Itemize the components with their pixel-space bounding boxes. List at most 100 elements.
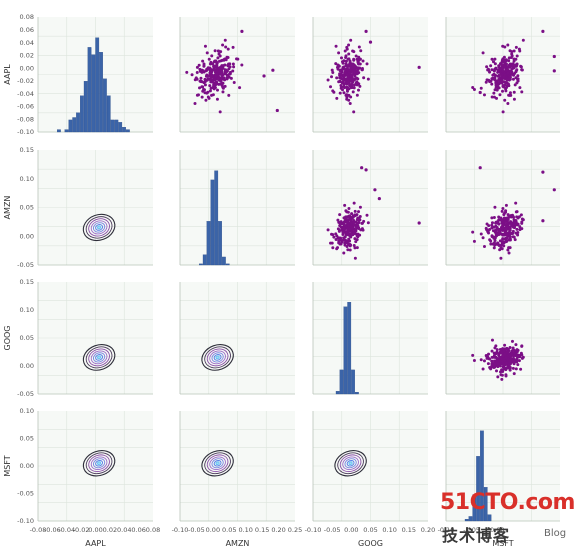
scatter-point [213,86,217,90]
scatter-point [486,68,490,72]
scatter-point [503,352,507,356]
scatter-point [221,86,225,90]
scatter-point [353,246,357,250]
scatter-point [341,80,345,84]
scatter-point [209,86,213,90]
scatter-point [342,251,346,255]
panel-aapl-msft [445,17,560,133]
histogram-bar [351,369,355,395]
y-tick-label: 0.00 [20,64,34,72]
scatter-point [493,239,497,243]
scatter-point [552,54,556,59]
histogram-bar [80,95,84,133]
kde-contour [206,348,229,367]
scatter-point [216,77,220,81]
scatter-point [495,348,499,352]
scatter-point [203,83,207,87]
scatter-point [504,209,508,213]
scatter-point [417,65,421,69]
scatter-point [336,65,340,69]
scatter-point [275,108,279,113]
scatter-point [226,47,230,51]
scatter-point [508,228,512,232]
scatter-point [348,101,352,105]
scatter-point [485,78,489,82]
scatter-point [500,74,504,78]
scatter-point [224,45,228,49]
scatter-point [503,73,507,77]
scatter-point [350,226,354,230]
scatter-point [514,70,518,74]
scatter-point [352,86,356,90]
scatter-point [211,80,215,84]
histogram-bar [91,54,96,133]
x-tick-label: 0.20 [271,526,285,534]
scatter-point [500,58,504,62]
scatter-point [329,85,333,89]
scatter-point [484,353,488,357]
scatter-point [495,356,499,360]
scatter-point [508,69,512,73]
scatter-point [515,358,519,362]
panel-msft-amzn [179,411,295,522]
scatter-point [503,358,507,362]
scatter-point [352,223,356,227]
scatter-point [500,78,504,82]
scatter-point [331,89,335,93]
panel-aapl-amzn [179,17,295,133]
scatter-point [357,217,361,221]
scatter-point [495,88,499,92]
scatter-point [501,89,505,93]
scatter-point [350,69,354,73]
scatter-point [190,73,194,77]
scatter-point [498,80,502,84]
scatter-point [351,90,355,94]
scatter-point [339,72,343,76]
scatter-point [505,78,509,82]
kde-contour [82,450,116,477]
scatter-point [520,90,524,94]
scatter-point [357,210,361,214]
scatter-point [345,73,349,77]
scatter-point [353,77,357,81]
scatter-point [509,93,513,97]
kde-peak [97,461,102,465]
scatter-point [502,80,506,84]
histogram-bar [114,119,119,133]
kde-contour [339,454,362,473]
scatter-point [481,236,485,240]
scatter-point [511,229,515,233]
scatter-point [347,214,351,218]
scatter-point [472,358,476,362]
scatter-point [356,221,360,225]
scatter-point [353,256,357,260]
x-tick-label: 0.05 [363,526,377,534]
scatter-point [350,73,354,77]
scatter-point [343,218,347,222]
scatter-point [341,88,345,92]
scatter-point [213,49,217,53]
scatter-point [223,78,227,82]
kde-contour [92,222,106,233]
scatter-point [506,349,510,353]
scatter-point [492,69,496,73]
scatter-point [510,339,514,343]
scatter-point [490,57,494,61]
panel-msft-aapl [37,411,153,522]
scatter-point [498,93,502,97]
scatter-point [345,220,349,224]
scatter-point [493,236,497,240]
histogram-bar [87,47,92,133]
scatter-point [514,367,518,371]
kde-contour [213,354,222,361]
scatter-point [493,362,497,366]
scatter-point [355,80,359,84]
scatter-point [499,246,503,250]
scatter-point [505,68,509,72]
scatter-point [355,246,359,250]
scatter-point [516,363,520,367]
scatter-point [521,355,525,359]
scatter-point [350,83,354,87]
scatter-point [481,367,485,371]
scatter-point [492,366,496,370]
